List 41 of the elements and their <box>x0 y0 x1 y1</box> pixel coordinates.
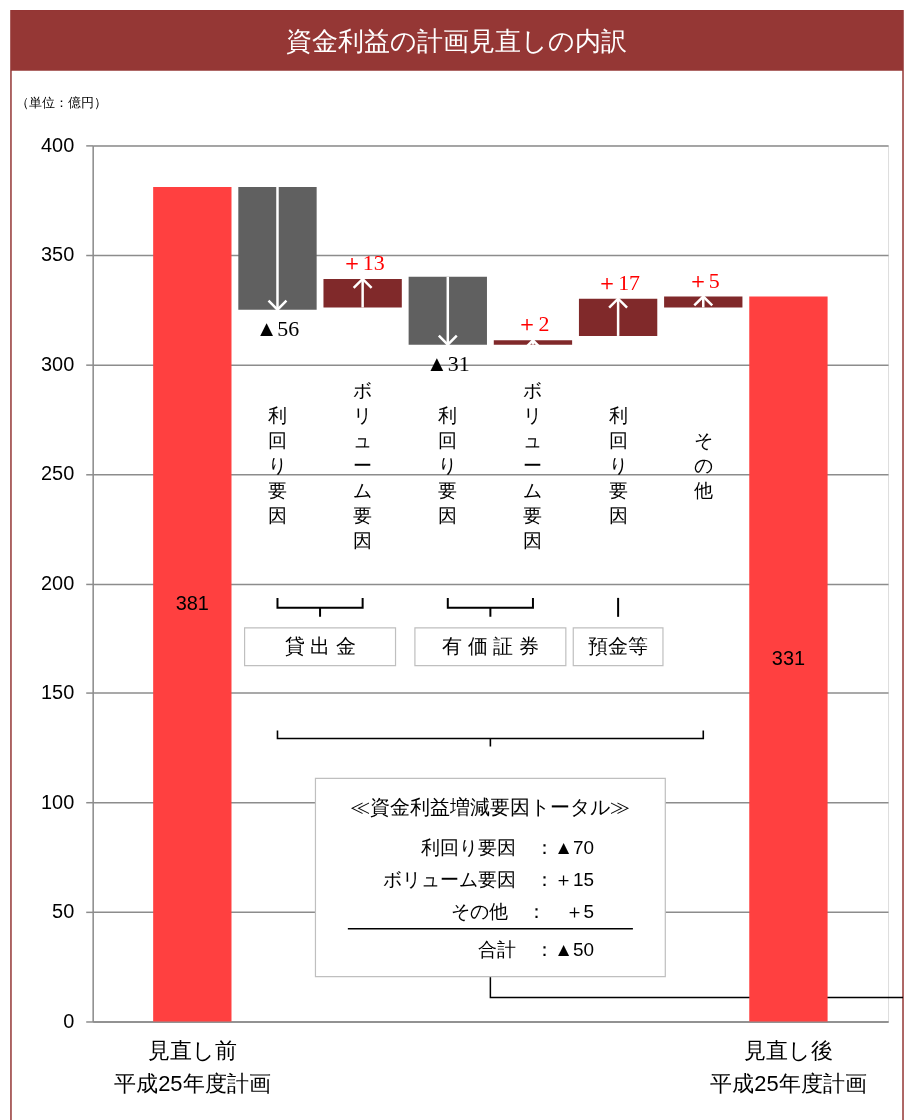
y-tick-label: 150 <box>41 681 75 704</box>
bar <box>238 187 317 310</box>
bar <box>408 276 487 345</box>
x-tick-label: ボリューム要因 <box>523 380 543 551</box>
data-label: 381 <box>175 592 209 615</box>
annotation: 預金等 <box>588 634 649 657</box>
y-tick-label: 350 <box>41 243 75 266</box>
data-label: 331 <box>771 646 806 669</box>
data-label: ＋17 <box>596 269 641 295</box>
y-tick-label: 50 <box>52 900 75 923</box>
data-label: ▲31 <box>426 350 470 376</box>
annotation: 利回り要因 ：▲70 <box>421 837 595 859</box>
annotation: ≪資金利益増減要因トータル≫ <box>350 796 631 819</box>
y-tick-label: 300 <box>41 352 75 375</box>
x-tick-label: 見直し前平成25年度計画 <box>114 1038 271 1097</box>
y-tick-label: 0 <box>63 1009 75 1032</box>
annotation: 貸 出 金 <box>284 634 356 657</box>
x-tick-label: 利回り要因 <box>438 404 458 526</box>
y-tick-label: 400 <box>41 133 75 156</box>
data-label: ＋13 <box>340 250 385 276</box>
data-label: ＋5 <box>686 267 720 293</box>
y-tick-label: 100 <box>41 790 75 813</box>
y-axis-title: （単位：億円） <box>16 95 108 111</box>
annotation: 有 価 証 券 <box>442 634 539 657</box>
x-tick-label: ボリューム要因 <box>353 380 373 551</box>
x-tick-label: 利回り要因 <box>608 404 628 526</box>
y-tick-label: 200 <box>41 571 75 594</box>
data-label: ＋2 <box>516 311 550 337</box>
bar <box>323 278 402 308</box>
bar <box>578 298 658 336</box>
y-tick-label: 250 <box>41 462 75 485</box>
x-tick-label: その他 <box>693 429 713 501</box>
x-tick-label: 見直し後平成25年度計画 <box>710 1038 867 1097</box>
annotation: 合計 ：▲50 <box>478 938 595 960</box>
chart-title: 資金利益の計画見直しの内訳 <box>286 26 628 55</box>
annotation: ボリューム要因 ：＋15 <box>382 868 595 890</box>
annotation: その他 ： ＋5 <box>450 900 595 922</box>
bar <box>153 187 232 1022</box>
x-tick-label: 利回り要因 <box>267 404 287 526</box>
bar <box>749 296 828 1022</box>
data-label: ▲56 <box>255 315 300 341</box>
